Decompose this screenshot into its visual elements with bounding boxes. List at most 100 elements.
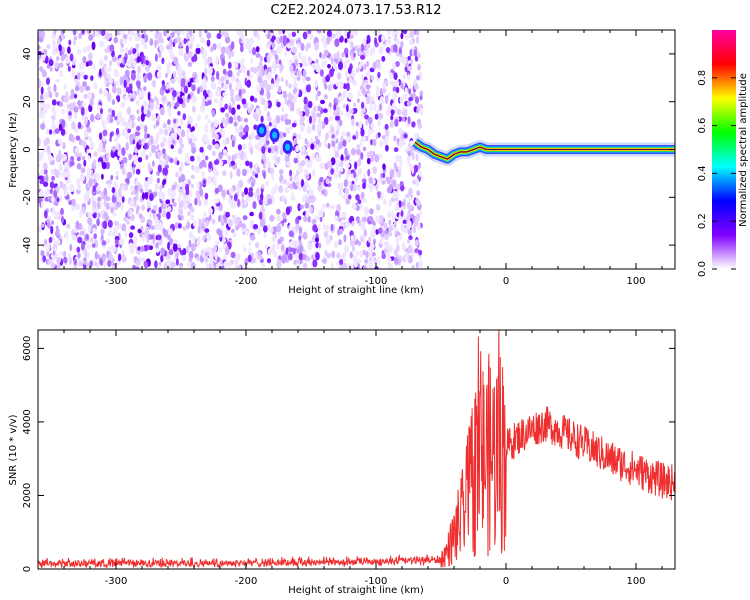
heatmap-cell xyxy=(291,31,297,37)
heatmap-cell xyxy=(56,229,60,235)
heatmap-cell xyxy=(345,58,351,64)
heatmap-cell xyxy=(383,222,388,229)
heatmap-cell xyxy=(406,214,410,223)
heatmap-cell xyxy=(223,122,228,129)
heatmap-cell xyxy=(299,204,304,210)
heatmap-cell xyxy=(400,32,404,40)
heatmap-cell xyxy=(337,228,341,236)
y-tick-label: 6000 xyxy=(22,336,33,361)
heatmap-cell xyxy=(141,105,145,114)
heatmap-cell xyxy=(338,141,343,150)
heatmap-cell xyxy=(48,91,53,99)
heatmap-cell xyxy=(132,48,137,55)
heatmap-cell xyxy=(127,106,132,116)
heatmap-cell xyxy=(77,99,81,107)
heatmap-cell xyxy=(63,256,68,264)
heatmap-cell xyxy=(201,52,206,60)
heatmap-cell xyxy=(185,178,189,186)
heatmap-cell xyxy=(253,192,257,198)
heatmap-cell xyxy=(289,175,293,182)
heatmap-cell xyxy=(267,71,272,80)
heatmap-cell xyxy=(381,55,386,62)
heatmap-cell xyxy=(119,30,125,35)
heatmap-cell xyxy=(111,195,117,204)
heatmap-cell xyxy=(75,135,81,141)
heatmap-cell xyxy=(409,140,414,146)
heatmap-cell xyxy=(141,257,146,262)
heatmap-cell xyxy=(333,173,339,179)
heatmap-cell xyxy=(207,119,211,124)
heatmap-cell xyxy=(281,254,287,264)
heatmap-cell xyxy=(104,55,108,61)
heatmap-cell xyxy=(42,54,46,62)
heatmap-cell xyxy=(48,129,53,135)
heatmap-cell xyxy=(366,60,370,68)
heatmap-cell xyxy=(127,30,131,35)
heatmap-cell xyxy=(395,30,400,36)
heatmap-cell xyxy=(381,180,386,185)
heatmap-cell xyxy=(116,111,122,119)
heatmap-cell xyxy=(153,124,158,129)
heatmap-cell xyxy=(222,92,228,97)
heatmap-cell xyxy=(375,91,380,98)
heatmap-cell xyxy=(186,31,190,40)
heatmap-cell xyxy=(41,70,47,78)
heatmap-cell xyxy=(57,37,61,47)
heatmap-cell xyxy=(188,239,192,248)
heatmap-cell xyxy=(263,171,266,180)
heatmap-cell xyxy=(224,260,229,267)
heatmap-cell xyxy=(159,107,165,116)
heatmap-cell xyxy=(295,145,300,153)
heatmap-cell xyxy=(113,220,119,226)
heatmap-cell xyxy=(248,241,252,247)
heatmap-cell xyxy=(288,230,294,237)
heatmap-cell xyxy=(130,225,136,230)
x-tick-label: 0 xyxy=(503,576,509,587)
heatmap-cell xyxy=(371,258,375,263)
heatmap-cell xyxy=(344,37,348,44)
heatmap-cell xyxy=(204,124,209,130)
heatmap-cell xyxy=(227,61,232,69)
heatmap-cell xyxy=(135,80,141,87)
heatmap-cell xyxy=(367,168,371,177)
heatmap-cell xyxy=(106,238,110,244)
heatmap-cell xyxy=(136,30,140,34)
heatmap-cell xyxy=(321,258,327,264)
heatmap-cell xyxy=(59,70,63,78)
heatmap-cell xyxy=(279,131,284,139)
heatmap-cell xyxy=(77,252,81,259)
heatmap-cell xyxy=(335,159,341,168)
heatmap-cell xyxy=(187,260,191,268)
heatmap-cell xyxy=(80,106,85,116)
heatmap-cell xyxy=(321,61,325,68)
heatmap-cell xyxy=(107,246,112,252)
heatmap-cell xyxy=(390,108,395,116)
heatmap-cell xyxy=(82,56,87,64)
y-tick-label: 2000 xyxy=(22,483,33,508)
heatmap-cell xyxy=(307,56,312,62)
heatmap-cell xyxy=(77,236,83,244)
heatmap-cell xyxy=(153,204,158,211)
heatmap-cell xyxy=(407,229,413,235)
heatmap-cell xyxy=(360,191,365,200)
heatmap-cell xyxy=(321,203,326,210)
heatmap-cell xyxy=(364,258,369,265)
heatmap-cell xyxy=(341,211,347,219)
heatmap-cell xyxy=(241,197,245,205)
heatmap-cell xyxy=(326,30,332,38)
heatmap-cell xyxy=(67,65,71,72)
heatmap-cell xyxy=(101,253,106,262)
heatmap-cell xyxy=(384,96,389,105)
heatmap-cell xyxy=(370,75,375,81)
heatmap-cell xyxy=(230,41,235,50)
heatmap-cell xyxy=(87,212,92,218)
heatmap-cell xyxy=(236,104,241,110)
heatmap-cell xyxy=(177,111,181,116)
heatmap-cell xyxy=(224,103,228,110)
heatmap-cell xyxy=(298,245,304,253)
heatmap-cell xyxy=(214,198,220,204)
heatmap-cell xyxy=(362,182,366,190)
heatmap-cell xyxy=(38,54,41,60)
heatmap-cell xyxy=(398,200,402,208)
heatmap-cell xyxy=(269,214,275,222)
